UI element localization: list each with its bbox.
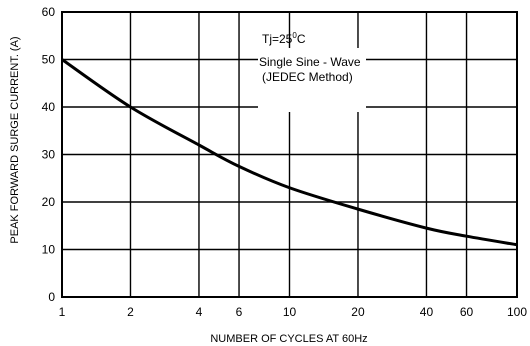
plot-frame xyxy=(61,11,518,298)
x-tick-label: 40 xyxy=(420,305,434,319)
y-tick-label: 60 xyxy=(42,5,56,19)
y-tick-labels: 0 10 20 30 40 50 60 xyxy=(42,5,56,304)
x-tick-label: 100 xyxy=(507,305,527,319)
x-tick-label: 2 xyxy=(127,305,134,319)
x-tick-label: 4 xyxy=(196,305,203,319)
x-tick-label: 6 xyxy=(236,305,243,319)
y-tick-label: 20 xyxy=(42,195,56,209)
y-tick-label: 0 xyxy=(48,290,55,304)
y-tick-label: 50 xyxy=(42,53,56,67)
y-axis-label: PEAK FORWARD SURGE CURRENT. (A) xyxy=(9,36,21,243)
annotation-tj-superscript: 0 xyxy=(292,31,297,40)
x-tick-labels: 1 2 4 6 10 20 40 60 100 xyxy=(59,305,528,319)
annotation-tj: Tj=250C xyxy=(262,31,306,46)
y-tick-label: 30 xyxy=(42,148,56,162)
surge-current-curve xyxy=(61,58,518,247)
annotation-wave-type: Single Sine - Wave xyxy=(259,55,361,69)
x-tick-label: 20 xyxy=(351,305,365,319)
annotation-background xyxy=(258,48,366,112)
y-tick-label: 10 xyxy=(42,243,56,257)
x-tick-label: 60 xyxy=(460,305,474,319)
annotation-method: (JEDEC Method) xyxy=(262,70,353,84)
x-tick-label: 1 xyxy=(59,305,66,319)
x-axis-label: NUMBER OF CYCLES AT 60Hz xyxy=(210,333,367,345)
x-tick-label: 10 xyxy=(283,305,297,319)
y-tick-label: 40 xyxy=(42,100,56,114)
